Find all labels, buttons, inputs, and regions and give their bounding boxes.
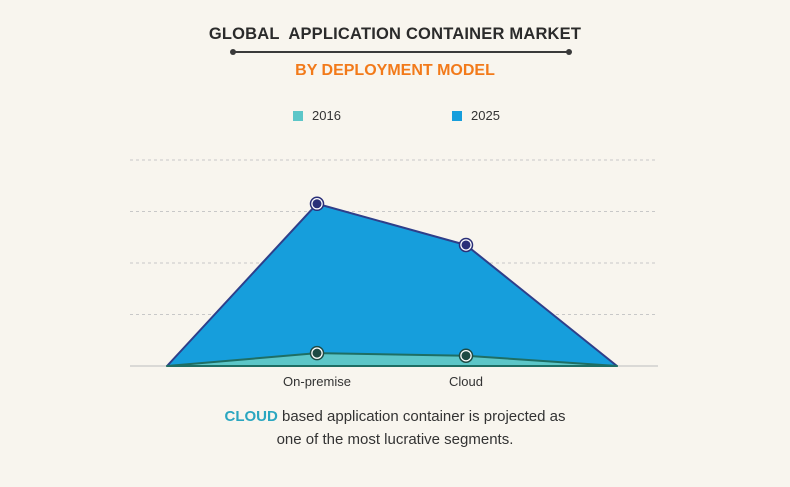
chart-title: GLOBAL APPLICATION CONTAINER MARKET (208, 25, 582, 43)
footnote-highlight: CLOUD (224, 408, 278, 425)
x-tick-label: On-premise (283, 374, 351, 389)
point-2016-On-premise (312, 348, 322, 358)
point-2025-On-premise (312, 199, 322, 209)
legend: 2016 2025 (0, 108, 790, 124)
footnote-line2: one of the most lucrative segments. (276, 431, 514, 448)
divider-left-dot (230, 49, 236, 55)
legend-label-2016: 2016 (312, 108, 341, 123)
x-axis-ticks: On-premise Cloud (283, 374, 483, 389)
legend-item-2025: 2025 (452, 108, 500, 123)
legend-label-2025: 2025 (471, 108, 500, 123)
legend-item-2016: 2016 (293, 108, 341, 123)
footnote: CLOUD based application container is pro… (0, 405, 790, 451)
series-areas (166, 202, 618, 367)
divider-right-dot (566, 49, 572, 55)
point-2025-Cloud (461, 240, 471, 250)
chart-subtitle: BY DEPLOYMENT MODEL (295, 62, 495, 79)
footnote-line1: based application container is projected… (277, 408, 566, 425)
series-points (309, 196, 474, 363)
area-series-2025 (166, 202, 618, 367)
legend-swatch-2025 (452, 110, 462, 121)
x-tick-label: Cloud (449, 374, 483, 389)
title-divider (230, 49, 572, 55)
legend-swatch-2016 (293, 110, 303, 121)
point-2016-Cloud (461, 351, 471, 361)
